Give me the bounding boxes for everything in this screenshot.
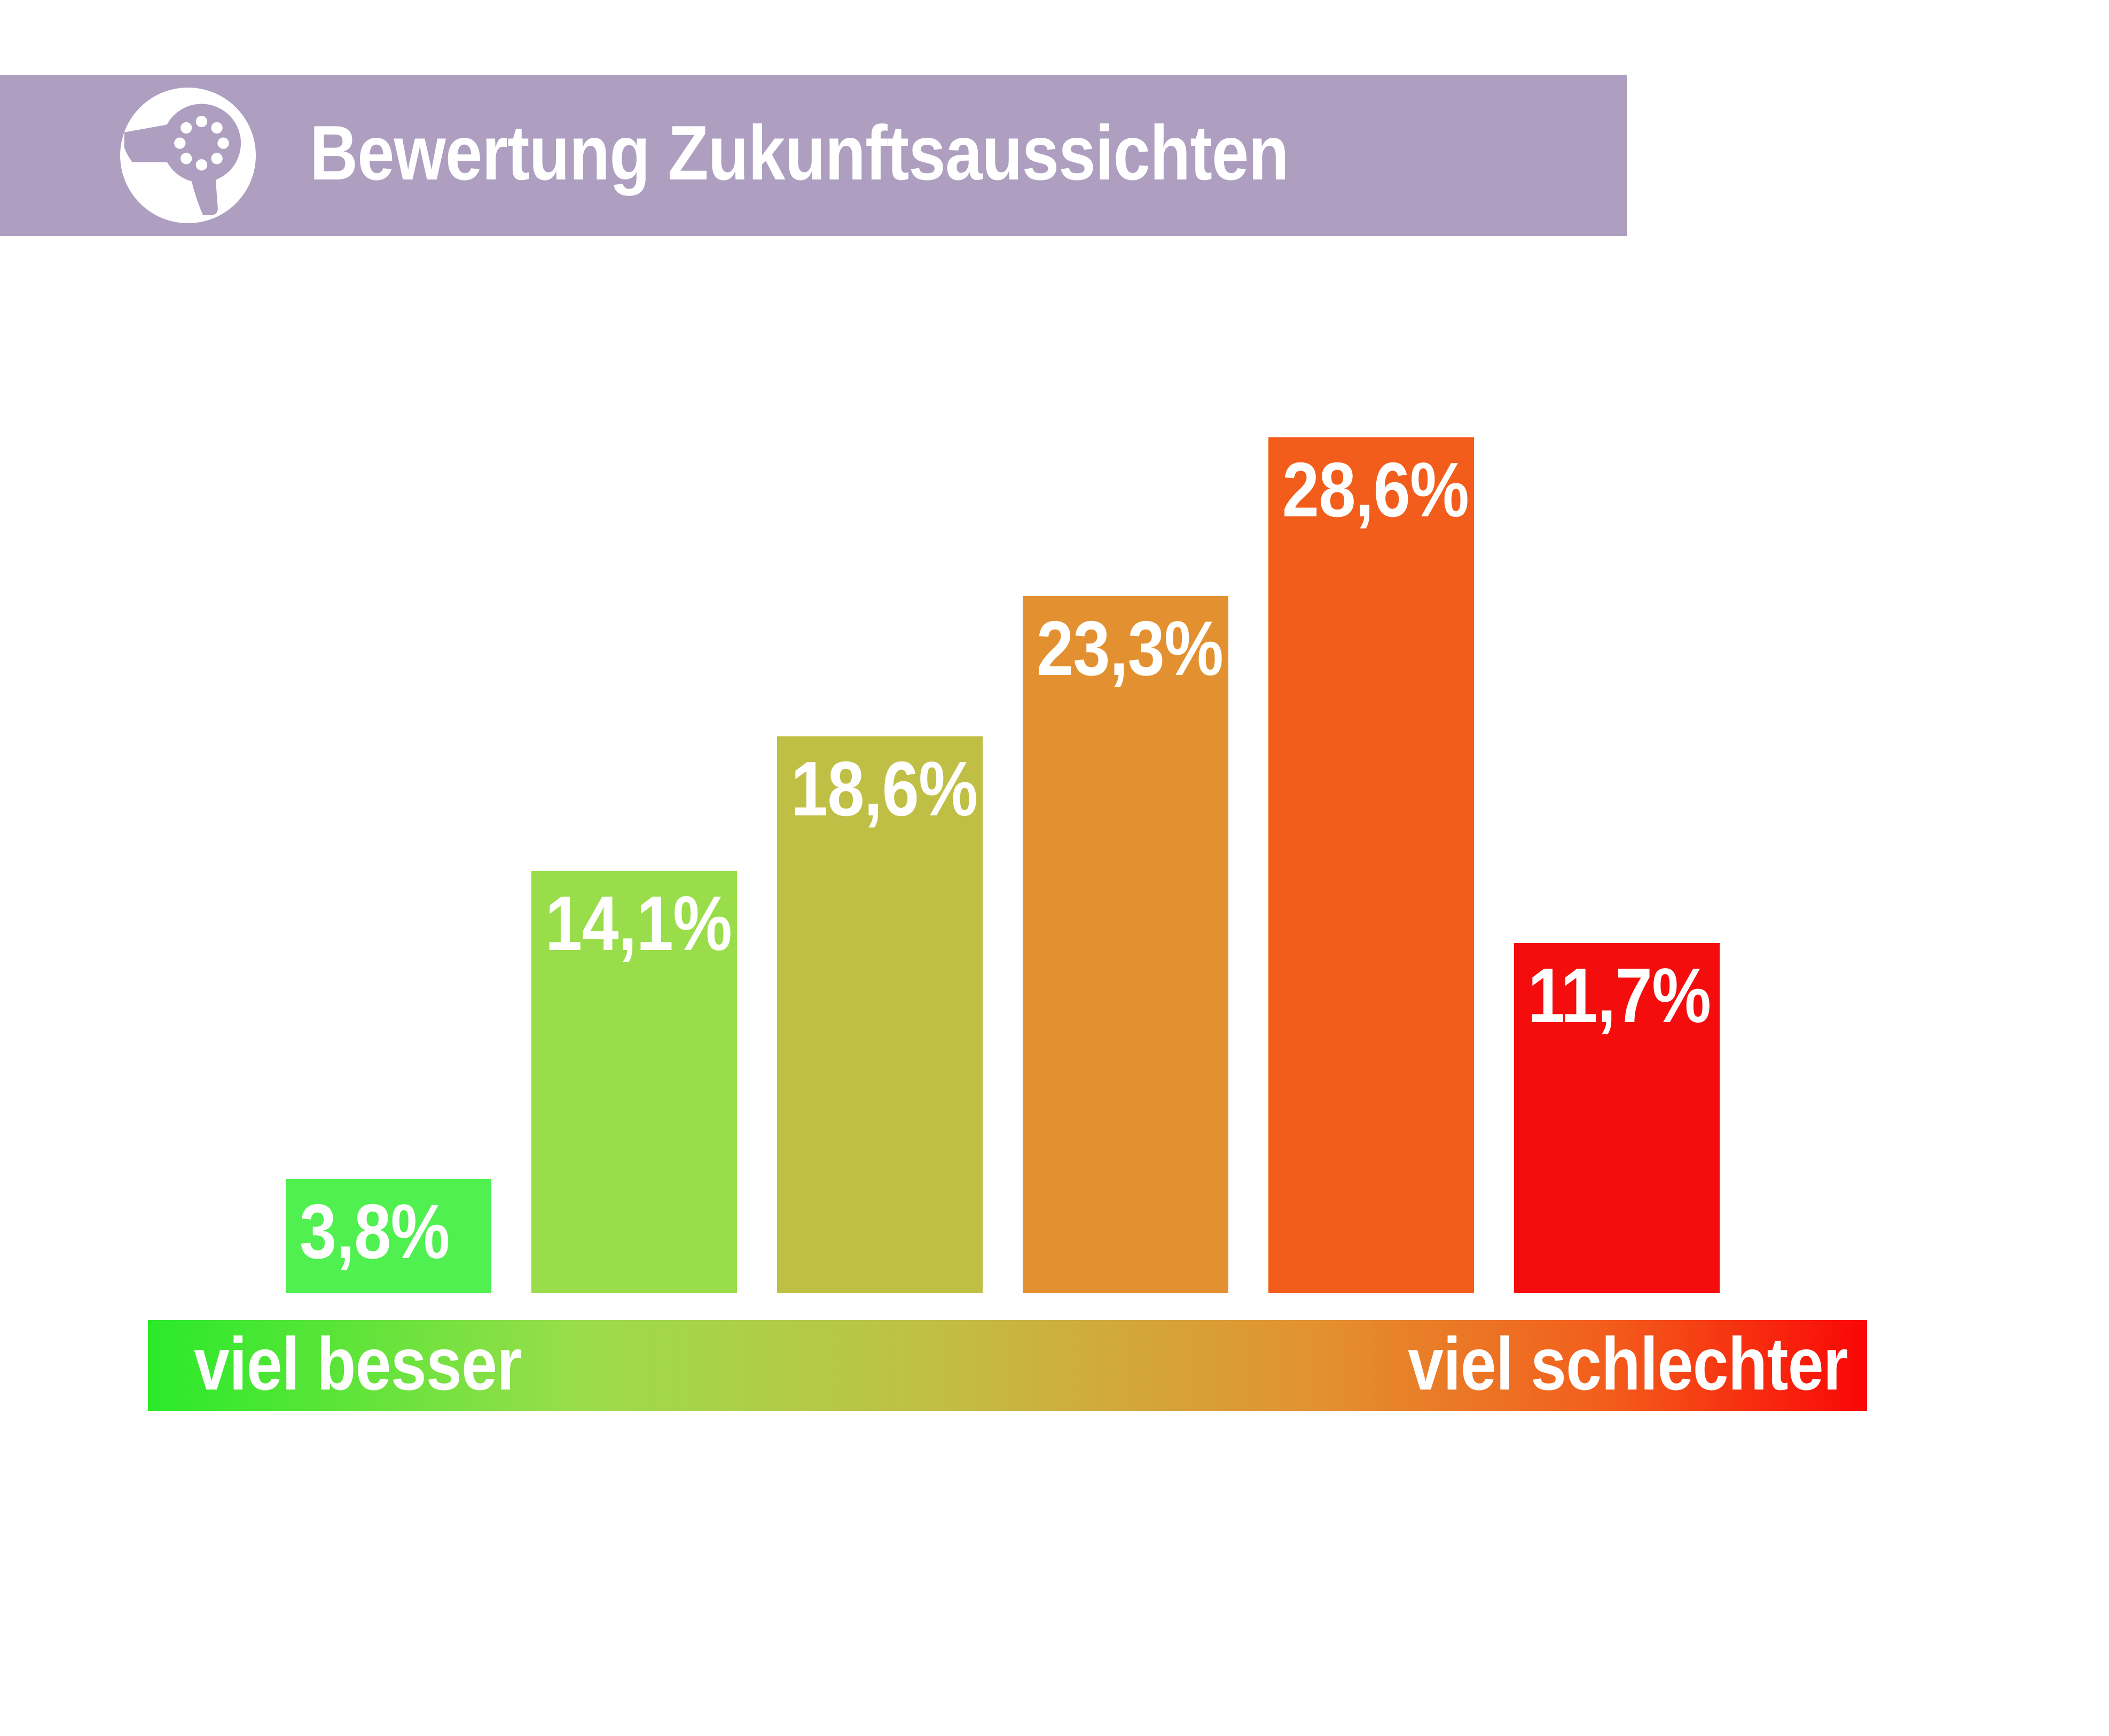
bar-value-label: 23,3%	[1036, 605, 1224, 692]
bar-1: 3,8%	[286, 1179, 491, 1293]
bar-4: 23,3%	[1023, 596, 1228, 1293]
bar-2: 14,1%	[531, 871, 737, 1293]
axis-label-right: viel schlechter	[1408, 1322, 1848, 1406]
bar-6: 11,7%	[1514, 943, 1720, 1293]
bar-value-label: 3,8%	[299, 1188, 450, 1275]
gradient-axis: viel besser viel schlechter	[148, 1320, 1867, 1411]
axis-label-left: viel besser	[194, 1322, 522, 1406]
page-title: Bewertung Zukunftsaussichten	[310, 109, 1289, 197]
hair-dryer-icon	[120, 88, 256, 223]
bar-value-label: 18,6%	[790, 745, 978, 832]
bar-value-label: 11,7%	[1527, 952, 1711, 1039]
header-bar: Bewertung Zukunftsaussichten	[0, 75, 1627, 236]
bar-value-label: 14,1%	[545, 880, 732, 967]
bar-5: 28,6%	[1268, 437, 1474, 1293]
bar-3: 18,6%	[777, 736, 983, 1293]
bar-value-label: 28,6%	[1282, 446, 1469, 533]
